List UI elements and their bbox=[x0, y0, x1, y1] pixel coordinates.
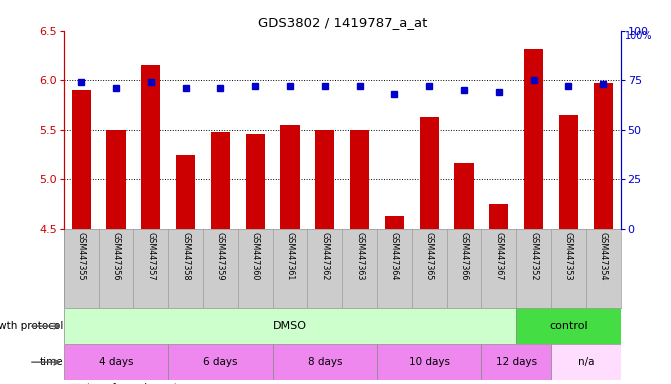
Text: GDS3802 / 1419787_a_at: GDS3802 / 1419787_a_at bbox=[258, 16, 427, 29]
Bar bbox=[64, 344, 168, 380]
Text: time: time bbox=[40, 357, 64, 367]
Text: n/a: n/a bbox=[578, 357, 594, 367]
Text: transformed count: transformed count bbox=[87, 383, 178, 384]
Text: growth protocol: growth protocol bbox=[0, 321, 64, 331]
Text: 100%: 100% bbox=[625, 31, 652, 41]
Bar bbox=[280, 125, 299, 229]
Bar bbox=[454, 164, 474, 229]
Bar bbox=[377, 344, 482, 380]
Text: GSM447354: GSM447354 bbox=[599, 232, 608, 281]
Text: GSM447367: GSM447367 bbox=[495, 232, 503, 281]
Bar bbox=[594, 83, 613, 229]
Bar bbox=[419, 117, 439, 229]
Text: GSM447366: GSM447366 bbox=[460, 232, 468, 280]
Bar bbox=[64, 308, 516, 344]
Bar bbox=[524, 48, 544, 229]
Bar bbox=[168, 344, 272, 380]
Text: GSM447365: GSM447365 bbox=[425, 232, 433, 281]
Text: GSM447363: GSM447363 bbox=[355, 232, 364, 280]
Bar bbox=[315, 130, 334, 229]
Bar bbox=[246, 134, 265, 229]
Bar bbox=[559, 115, 578, 229]
Text: 4 days: 4 days bbox=[99, 357, 134, 367]
Text: GSM447355: GSM447355 bbox=[76, 232, 86, 281]
Text: GSM447361: GSM447361 bbox=[285, 232, 295, 280]
Bar bbox=[482, 344, 551, 380]
Bar bbox=[272, 344, 377, 380]
Bar bbox=[385, 216, 404, 229]
Text: 12 days: 12 days bbox=[496, 357, 537, 367]
Text: GSM447364: GSM447364 bbox=[390, 232, 399, 280]
Text: GSM447356: GSM447356 bbox=[111, 232, 121, 281]
Text: GSM447362: GSM447362 bbox=[320, 232, 329, 281]
Text: GSM447352: GSM447352 bbox=[529, 232, 538, 281]
Bar bbox=[72, 90, 91, 229]
Text: GSM447353: GSM447353 bbox=[564, 232, 573, 281]
Bar bbox=[176, 154, 195, 229]
Text: DMSO: DMSO bbox=[273, 321, 307, 331]
Text: 6 days: 6 days bbox=[203, 357, 238, 367]
Bar bbox=[141, 65, 160, 229]
Text: ■: ■ bbox=[70, 383, 81, 384]
Bar bbox=[551, 344, 621, 380]
Bar bbox=[211, 132, 230, 229]
Text: control: control bbox=[549, 321, 588, 331]
Text: GSM447360: GSM447360 bbox=[251, 232, 260, 280]
Text: GSM447359: GSM447359 bbox=[216, 232, 225, 281]
Bar bbox=[107, 130, 125, 229]
Bar bbox=[489, 204, 509, 229]
Text: GSM447357: GSM447357 bbox=[146, 232, 155, 281]
Text: GSM447358: GSM447358 bbox=[181, 232, 190, 281]
Text: 8 days: 8 days bbox=[307, 357, 342, 367]
Bar bbox=[350, 130, 369, 229]
Text: 10 days: 10 days bbox=[409, 357, 450, 367]
Bar bbox=[516, 308, 621, 344]
